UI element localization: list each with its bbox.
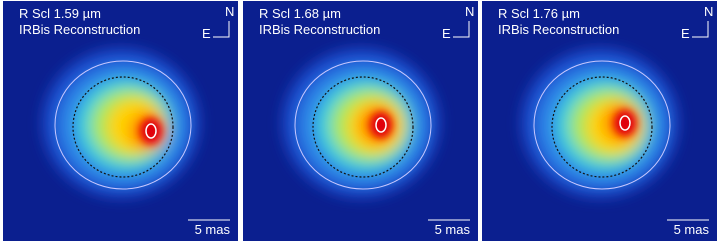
- red: [370, 112, 392, 138]
- east-label: E: [202, 26, 211, 41]
- scale-label: 5 mas: [674, 222, 710, 237]
- core: [140, 118, 162, 144]
- east-label: E: [681, 26, 690, 41]
- red: [614, 110, 636, 136]
- title: R Scl 1.59 µm: [19, 6, 101, 21]
- north-label: N: [225, 4, 234, 19]
- red: [140, 118, 162, 144]
- subtitle: IRBis Reconstruction: [259, 22, 380, 37]
- source-image: [283, 49, 439, 197]
- north-label: N: [704, 4, 713, 19]
- subtitle: IRBis Reconstruction: [498, 22, 619, 37]
- north-label: N: [465, 4, 474, 19]
- source-image: [43, 49, 199, 197]
- core: [614, 110, 636, 136]
- scale-label: 5 mas: [195, 222, 231, 237]
- subtitle: IRBis Reconstruction: [19, 22, 140, 37]
- title: R Scl 1.76 µm: [498, 6, 580, 21]
- source-image: [522, 49, 678, 197]
- core: [370, 112, 392, 138]
- east-label: E: [442, 26, 451, 41]
- title: R Scl 1.68 µm: [259, 6, 341, 21]
- image-panels: R Scl 1.59 µmIRBis ReconstructionNE5 mas…: [0, 0, 717, 242]
- scale-label: 5 mas: [435, 222, 471, 237]
- figure: R Scl 1.59 µmIRBis ReconstructionNE5 mas…: [0, 0, 717, 242]
